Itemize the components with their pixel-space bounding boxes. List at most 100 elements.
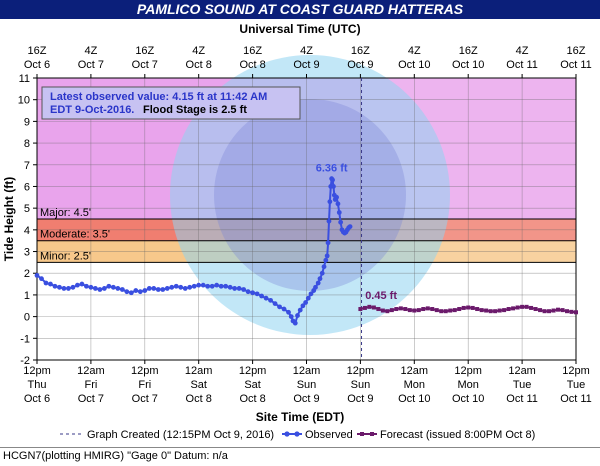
- observed-point: [321, 264, 327, 270]
- forecast-point: [506, 307, 511, 312]
- observed-point: [334, 194, 339, 200]
- observed-point: [277, 304, 282, 310]
- forecast-point: [425, 306, 430, 311]
- observed-point: [254, 291, 260, 297]
- bottom-tick-label-time: 12am: [185, 365, 213, 377]
- bottom-tick-label-day: Tue: [513, 379, 532, 391]
- observed-point: [218, 283, 224, 289]
- forecast-point: [529, 305, 534, 310]
- observed-point: [137, 289, 143, 295]
- forecast-point: [538, 308, 543, 313]
- forecast-point: [439, 309, 444, 314]
- y-tick-label: -1: [20, 333, 30, 345]
- observed-point: [92, 286, 98, 291]
- top-tick-label-date: Oct 9: [347, 59, 373, 71]
- observed-point: [236, 286, 242, 291]
- bottom-tick-label-time: 12pm: [454, 365, 482, 377]
- forecast-point: [524, 304, 529, 309]
- agency-emblem-inner: [214, 99, 406, 291]
- observed-point: [250, 290, 256, 296]
- observed-point: [196, 282, 202, 288]
- observed-point: [338, 219, 344, 225]
- flood-stage-text: Flood Stage is 2.5 ft: [143, 104, 247, 116]
- forecast-point: [569, 309, 574, 314]
- top-tick-label: 16Z: [28, 45, 47, 57]
- observed-point: [88, 284, 94, 290]
- observed-point: [119, 287, 125, 292]
- observed-point: [124, 289, 130, 295]
- forecast-point: [457, 307, 462, 312]
- observed-series-line: [36, 175, 351, 325]
- forecast-point: [556, 307, 561, 312]
- top-tick-label: 16Z: [243, 45, 262, 57]
- observed-point: [303, 300, 309, 305]
- forecast-point: [443, 309, 448, 314]
- bottom-tick-label-day: Tue: [567, 379, 586, 391]
- forecast-point: [520, 304, 525, 309]
- top-axis-label: Universal Time (UTC): [239, 22, 360, 36]
- forecast-point: [398, 306, 403, 311]
- observed-point: [331, 184, 336, 189]
- forecast-point: [407, 308, 412, 313]
- y-tick-label: 11: [19, 73, 30, 85]
- observed-point: [319, 270, 325, 276]
- bottom-tick-label-time: 12pm: [562, 365, 590, 377]
- observed-point: [115, 286, 121, 291]
- observed-point: [326, 218, 332, 224]
- forecast-point: [394, 307, 399, 312]
- observed-point: [223, 283, 229, 289]
- top-tick-label: 16Z: [351, 45, 370, 57]
- y-tick-label: 2: [24, 268, 30, 280]
- peak-value-label: 6.36 ft: [316, 163, 348, 175]
- top-tick-label: 4Z: [300, 45, 313, 57]
- observed-point: [43, 280, 49, 286]
- flood-stage-label: Moderate: 3.5': [40, 229, 110, 241]
- y-tick-label: 4: [24, 225, 30, 237]
- bottom-tick-label-date: Oct 6: [24, 393, 50, 405]
- top-tick-label-date: Oct 8: [239, 59, 265, 71]
- observed-point: [305, 295, 311, 301]
- observed-point: [308, 291, 314, 297]
- flood-stage-label: Major: 4.5': [40, 207, 91, 219]
- observed-point: [295, 313, 300, 318]
- y-tick-label: 7: [24, 160, 30, 172]
- legend-forecast-swatch-square: [370, 432, 374, 436]
- forecast-point: [497, 308, 502, 313]
- top-tick-label-date: Oct 11: [506, 59, 538, 71]
- observed-point: [245, 289, 251, 295]
- bottom-tick-label-day: Sun: [351, 379, 371, 391]
- bottom-tick-label-day: Sat: [190, 379, 207, 391]
- observed-point: [70, 284, 76, 290]
- top-tick-label-date: Oct 6: [24, 59, 50, 71]
- observed-point: [133, 288, 139, 293]
- forecast-point: [380, 308, 385, 313]
- forecast-point: [403, 307, 408, 312]
- bottom-tick-label-date: Oct 7: [78, 393, 104, 405]
- forecast-point: [488, 309, 493, 314]
- observed-point: [227, 284, 233, 290]
- y-tick-label: 10: [18, 95, 30, 107]
- forecast-point: [479, 308, 484, 313]
- legend-observed-label: Observed: [305, 429, 353, 441]
- forecast-point: [542, 309, 547, 314]
- observed-point: [169, 284, 175, 290]
- observed-point: [106, 283, 112, 289]
- observed-point: [160, 287, 166, 292]
- observed-point: [292, 320, 298, 326]
- forecast-point: [434, 308, 439, 313]
- forecast-point: [412, 308, 417, 313]
- observed-point: [142, 288, 148, 293]
- y-tick-label: 8: [24, 138, 30, 150]
- observed-point: [34, 273, 40, 278]
- forecast-point: [358, 307, 363, 312]
- bottom-tick-label-day: Sun: [297, 379, 317, 391]
- top-tick-label: 16Z: [135, 45, 154, 57]
- forecast-point: [470, 305, 475, 310]
- observed-point: [164, 286, 170, 291]
- observed-point: [272, 301, 278, 306]
- legend-created-label: Graph Created (12:15PM Oct 9, 2016): [87, 429, 274, 441]
- forecast-point: [560, 308, 565, 313]
- bottom-tick-label-date: Oct 11: [506, 393, 538, 405]
- bottom-tick-label-day: Fri: [84, 379, 97, 391]
